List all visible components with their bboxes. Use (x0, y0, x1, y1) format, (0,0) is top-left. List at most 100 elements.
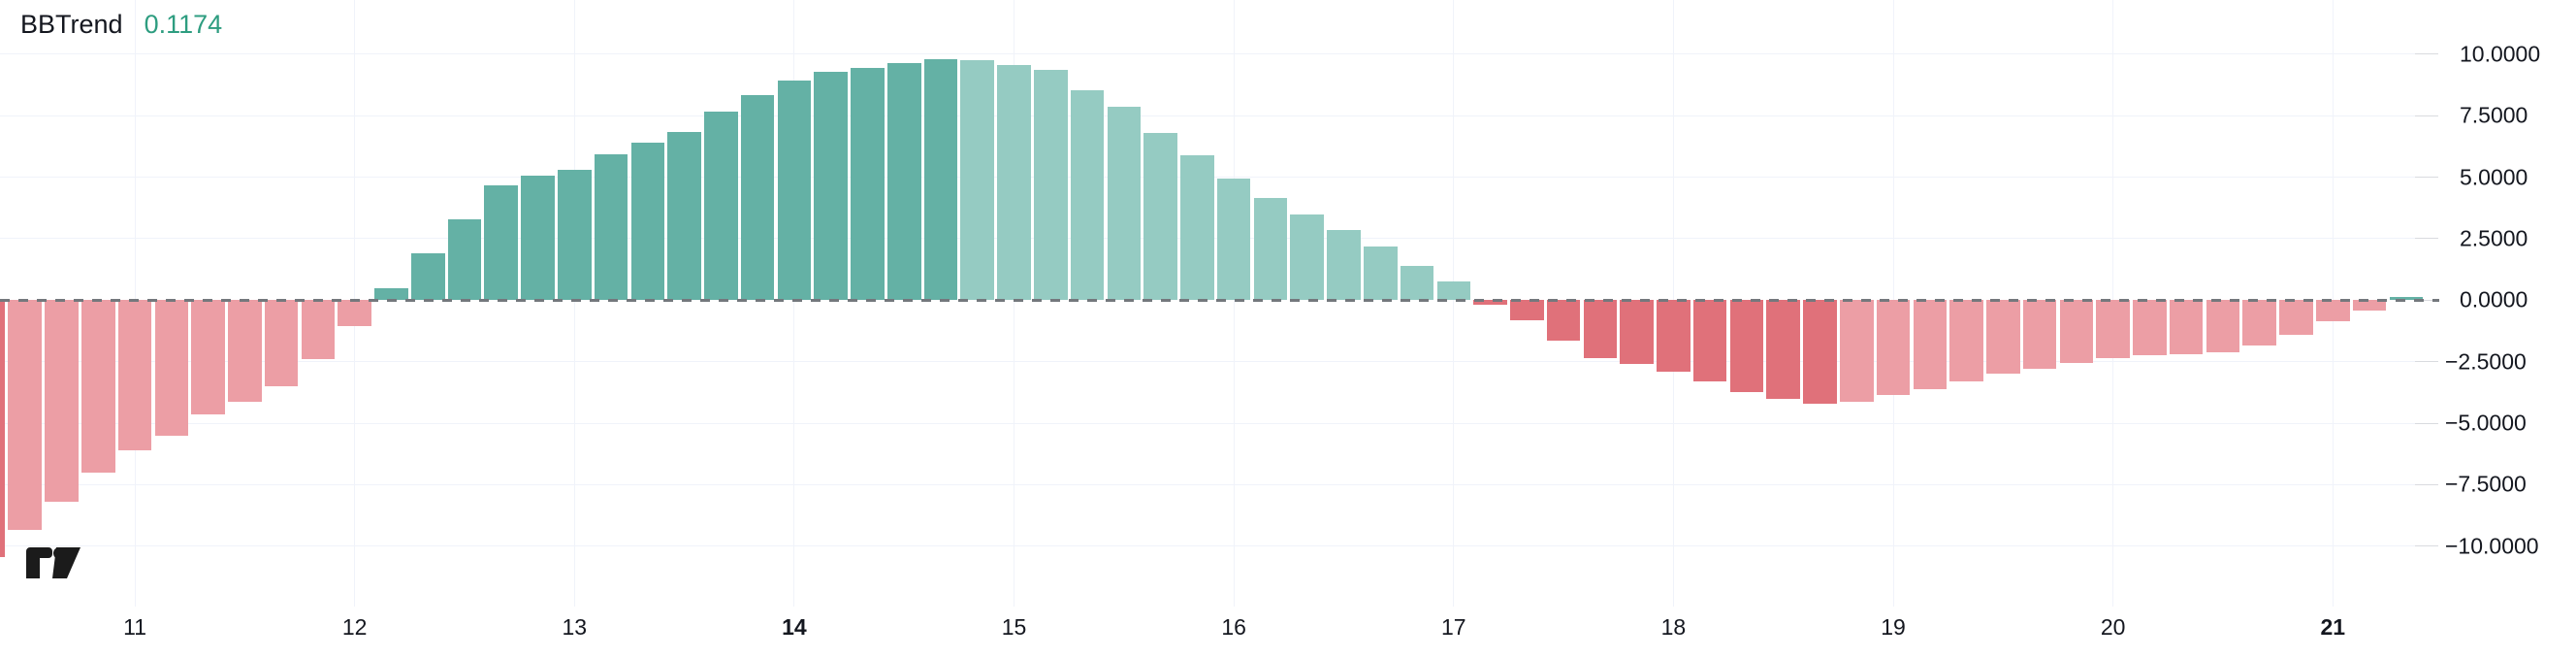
histogram-bar (704, 112, 738, 301)
v-gridline (573, 0, 575, 607)
histogram-bar (1913, 300, 1948, 389)
histogram-bar (1253, 198, 1288, 301)
price-axis-label: 10.0000 (2460, 41, 2541, 67)
histogram-bar (1436, 281, 1471, 301)
histogram-bar (558, 169, 592, 301)
histogram-bar (1070, 89, 1105, 301)
zero-line (0, 299, 2439, 302)
histogram-bar (923, 58, 958, 301)
time-axis-label: 13 (562, 614, 588, 640)
h-gridline (0, 53, 2438, 55)
histogram-bar (1949, 300, 1983, 381)
time-axis-label: 16 (1221, 614, 1246, 640)
histogram-bar (740, 94, 775, 301)
histogram-bar (8, 300, 43, 531)
histogram-bar (2315, 300, 2350, 321)
histogram-bar (301, 300, 336, 360)
histogram-bar (117, 300, 152, 450)
histogram-bar (264, 300, 299, 386)
histogram-bar (81, 300, 115, 473)
histogram-bar (484, 185, 519, 301)
histogram-bar (1327, 230, 1361, 301)
time-axis-label: 14 (782, 614, 807, 640)
histogram-bar (1583, 300, 1618, 358)
histogram-bar (2096, 300, 2130, 358)
histogram-bar (1034, 70, 1068, 301)
histogram-bar (374, 287, 408, 301)
price-axis-label: −7.5000 (2445, 471, 2527, 497)
time-axis-label: 19 (1881, 614, 1906, 640)
v-gridline (1233, 0, 1235, 607)
histogram-bar (2242, 300, 2277, 346)
histogram-bar (2133, 300, 2167, 356)
histogram-bar (1180, 154, 1214, 301)
h-gridline (0, 177, 2438, 179)
histogram-bar (2389, 297, 2424, 301)
histogram-bar (1510, 300, 1544, 320)
histogram-bar (1986, 300, 2020, 375)
time-axis-label: 18 (1660, 614, 1687, 640)
h-gridline (0, 361, 2438, 363)
histogram-bars (0, 58, 2424, 558)
histogram-bar (1107, 107, 1142, 301)
histogram-bar (1363, 246, 1398, 301)
price-tick (2415, 361, 2438, 363)
histogram-bar (2352, 300, 2387, 311)
histogram-bar (191, 300, 225, 415)
histogram-bar (1692, 300, 1727, 381)
histogram-bar (0, 300, 6, 558)
time-axis-label: 11 (123, 614, 147, 640)
histogram-bar (1766, 300, 1801, 399)
price-axis-label: −5.0000 (2445, 410, 2527, 436)
histogram-bar (228, 300, 262, 403)
time-axis[interactable]: 11 12 13 14 15 16 17 18 19 20 21 (0, 607, 2576, 658)
histogram-bar (1620, 300, 1654, 365)
time-axis-label: 20 (2100, 614, 2126, 640)
price-tick (2415, 238, 2438, 240)
histogram-bar (1876, 300, 1911, 395)
histogram-bar (630, 143, 665, 301)
histogram-bar (1546, 300, 1581, 342)
histogram-bar (851, 67, 885, 301)
histogram-bar (777, 80, 812, 301)
histogram-bar (2022, 300, 2057, 370)
price-axis-label: −2.5000 (2445, 348, 2527, 375)
price-axis-label: 0.0000 (2460, 286, 2528, 313)
histogram-bar (1657, 300, 1690, 372)
histogram-bar (1803, 300, 1837, 404)
price-axis-label: 5.0000 (2460, 164, 2528, 190)
price-tick (2415, 53, 2438, 55)
time-axis-label: 15 (1001, 614, 1027, 640)
histogram-bar (997, 65, 1031, 301)
time-axis-label: 12 (341, 614, 368, 640)
histogram-bar (410, 253, 445, 301)
tradingview-logo[interactable] (21, 546, 81, 579)
histogram-bar (447, 218, 482, 301)
histogram-bar (1473, 300, 1507, 306)
histogram-bar (814, 71, 848, 301)
price-axis-label: 2.5000 (2460, 225, 2528, 251)
histogram-bar (1839, 300, 1874, 403)
histogram-bar (1400, 265, 1434, 301)
time-axis-label: 21 (2320, 614, 2346, 640)
plot-area[interactable] (0, 0, 2439, 607)
price-tick (2415, 545, 2438, 547)
logo-seven-shape (52, 547, 80, 578)
histogram-bar (2206, 300, 2240, 352)
histogram-bar (667, 131, 701, 301)
h-gridline (0, 422, 2438, 424)
price-tick (2415, 422, 2438, 424)
h-gridline (0, 483, 2438, 485)
time-axis-label: 17 (1441, 614, 1466, 640)
price-axis[interactable]: 10.0000 7.5000 5.0000 2.5000 0.0000 −2.5000 −5… (2439, 0, 2576, 607)
v-gridline (793, 0, 795, 607)
histogram-bar (886, 62, 921, 301)
indicator-title[interactable]: BBTrend (20, 10, 123, 39)
logo-one-shape (25, 547, 52, 578)
histogram-bar (2279, 300, 2313, 335)
price-tick (2415, 483, 2438, 485)
histogram-bar (154, 300, 189, 436)
histogram-bar (521, 176, 555, 301)
v-gridline (1453, 0, 1455, 607)
histogram-bar (338, 300, 371, 326)
